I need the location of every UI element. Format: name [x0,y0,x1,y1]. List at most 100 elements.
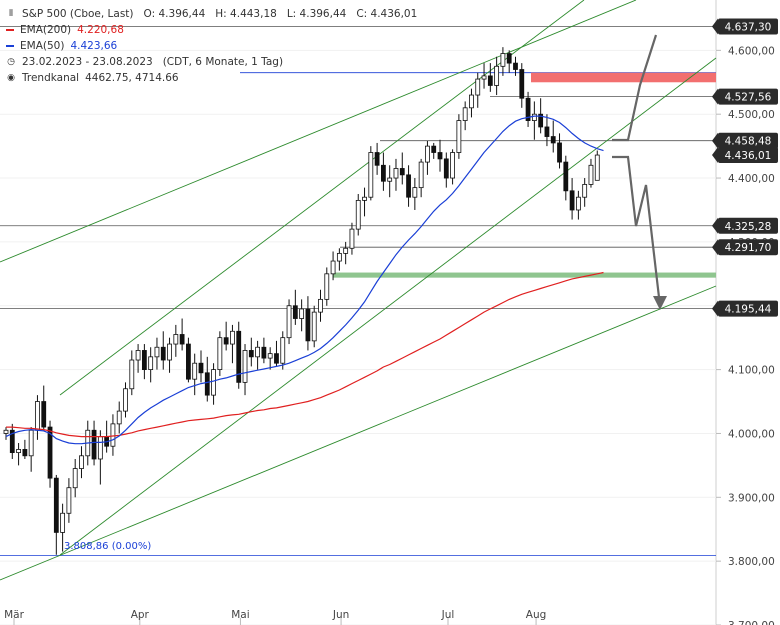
candle-up [267,353,273,359]
legend-channel-row[interactable]: ◉ Trendkanal 4462.75, 4714.66 [6,70,417,86]
plot-background [0,0,716,625]
candle-up [242,350,248,383]
ema50-swatch [6,45,14,47]
candle-up [135,350,141,361]
candle-up [456,120,462,153]
candle-up [362,196,367,201]
up-scenario-path [612,34,658,142]
candle-down [248,350,254,358]
candle-down [186,343,191,380]
price-tag-pointer [712,88,718,105]
y-tick-label: 3.900,00 [728,492,775,504]
close-label: C: [356,8,368,20]
candles [3,47,600,555]
high-label: H: [215,8,227,20]
legend-ema50-row[interactable]: EMA(50) 4.423,66 [6,38,417,54]
candle-up [230,330,235,345]
candle-up [79,455,84,469]
ema50-value: 4.423,66 [70,40,118,52]
candle-down [22,449,28,457]
legend-ema200-row[interactable]: EMA(200) 4.220,68 [6,22,417,38]
y-tick-label: 4.500,00 [728,109,775,121]
low-value: 4.396,44 [299,8,347,20]
candle-down [305,308,311,342]
x-axis-ticks: Mär Apr Mai Jun Jul Aug [4,609,546,625]
resistance-zone [531,72,716,83]
candle-up [116,410,122,425]
low-label: L: [286,8,297,20]
candle-down [198,362,204,374]
candle-down [160,346,166,361]
price-tag-pointer [712,18,718,35]
candle-up [192,362,198,380]
ema200-line [6,271,604,438]
candle-up [123,388,128,412]
ema200-value: 4.220,68 [77,24,124,36]
y-tick-label: 3.800,00 [728,556,775,568]
candle-down [9,429,15,454]
candle-down [569,190,575,211]
price-tag-bg [718,217,778,234]
candle-down [437,152,443,160]
x-tick-label: Mai [231,609,249,621]
candle-down [557,142,562,163]
candle-down [236,330,242,383]
candle-down [223,337,229,345]
price-tag-label: 4.291,70 [725,242,772,254]
target-icon: ◉ [7,73,15,83]
candle-up [35,401,40,431]
candle-down [204,372,210,396]
price-tags: 4.637,30 4.527,56 4.458,48 4.436,01 4.325,28… [712,18,778,317]
candle-up [418,161,424,189]
candle-up [217,337,223,370]
candle-down [53,477,59,533]
candle-up [311,311,317,342]
candle-down [380,164,386,182]
candle-up [494,65,500,86]
price-tag-label: 4.637,30 [725,22,772,34]
ema200-swatch [6,29,14,31]
candle-up [60,512,66,533]
candle-up [255,346,261,358]
candle-down [506,53,512,64]
candle-up [72,468,78,489]
candle-up [28,429,34,457]
price-tag-bg [718,239,778,256]
candle-up [154,346,160,358]
candle-down [399,168,405,176]
candle-down [41,401,47,428]
channel-value: 4462.75, 4714.66 [85,72,179,84]
candle-up [469,94,474,109]
y-tick-label: 4.400,00 [728,173,775,185]
candle-down [525,97,531,121]
candle-up [475,78,481,96]
candle-up [66,487,72,514]
y-axis-ticks: 3.700,00 3.800,00 3.900,00 4.000,00 4.100,00… [716,45,775,625]
candle-up [481,75,487,80]
x-tick-label: Jun [332,609,349,621]
candle-up [324,273,330,300]
price-tag-pointer [712,217,718,234]
date-range: 23.02.2023 - 23.08.2023 [22,56,153,68]
close-value: 4.436,01 [370,8,418,20]
clock-icon: ◷ [7,57,15,67]
x-tick-label: Jul [441,609,455,621]
y-tick-label: 4.100,00 [728,365,775,377]
legend-range-row[interactable]: ◷ 23.02.2023 - 23.08.2023 (CDT, 6 Monate… [6,54,417,70]
candle-up [299,308,305,319]
price-zones [333,72,716,278]
open-value: 4.396,44 [158,8,206,20]
x-tick-label: Apr [131,609,150,621]
candle-up [412,187,418,198]
candle-up [387,177,393,182]
y-tick-label: 3.700,00 [728,620,775,625]
y-tick-label: 4.000,00 [728,428,775,440]
candle-up [280,337,286,364]
arrow-head [653,296,667,310]
price-tag-bg [718,132,778,149]
open-label: O: [143,8,156,20]
price-tag-pointer [712,239,718,256]
legend-ohlc-row: ⫴ S&P 500 (Cboe, Last) O: 4.396,44 H: 4.… [6,6,417,22]
candle-up [462,107,468,121]
